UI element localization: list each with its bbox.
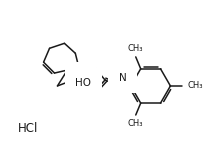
Text: CH₃: CH₃: [128, 119, 144, 128]
Text: N: N: [77, 72, 85, 82]
Text: HCl: HCl: [18, 122, 38, 135]
Text: CH₃: CH₃: [128, 44, 144, 53]
Text: HO: HO: [75, 78, 91, 88]
Text: CH₃: CH₃: [187, 81, 203, 90]
Text: N: N: [119, 73, 127, 83]
